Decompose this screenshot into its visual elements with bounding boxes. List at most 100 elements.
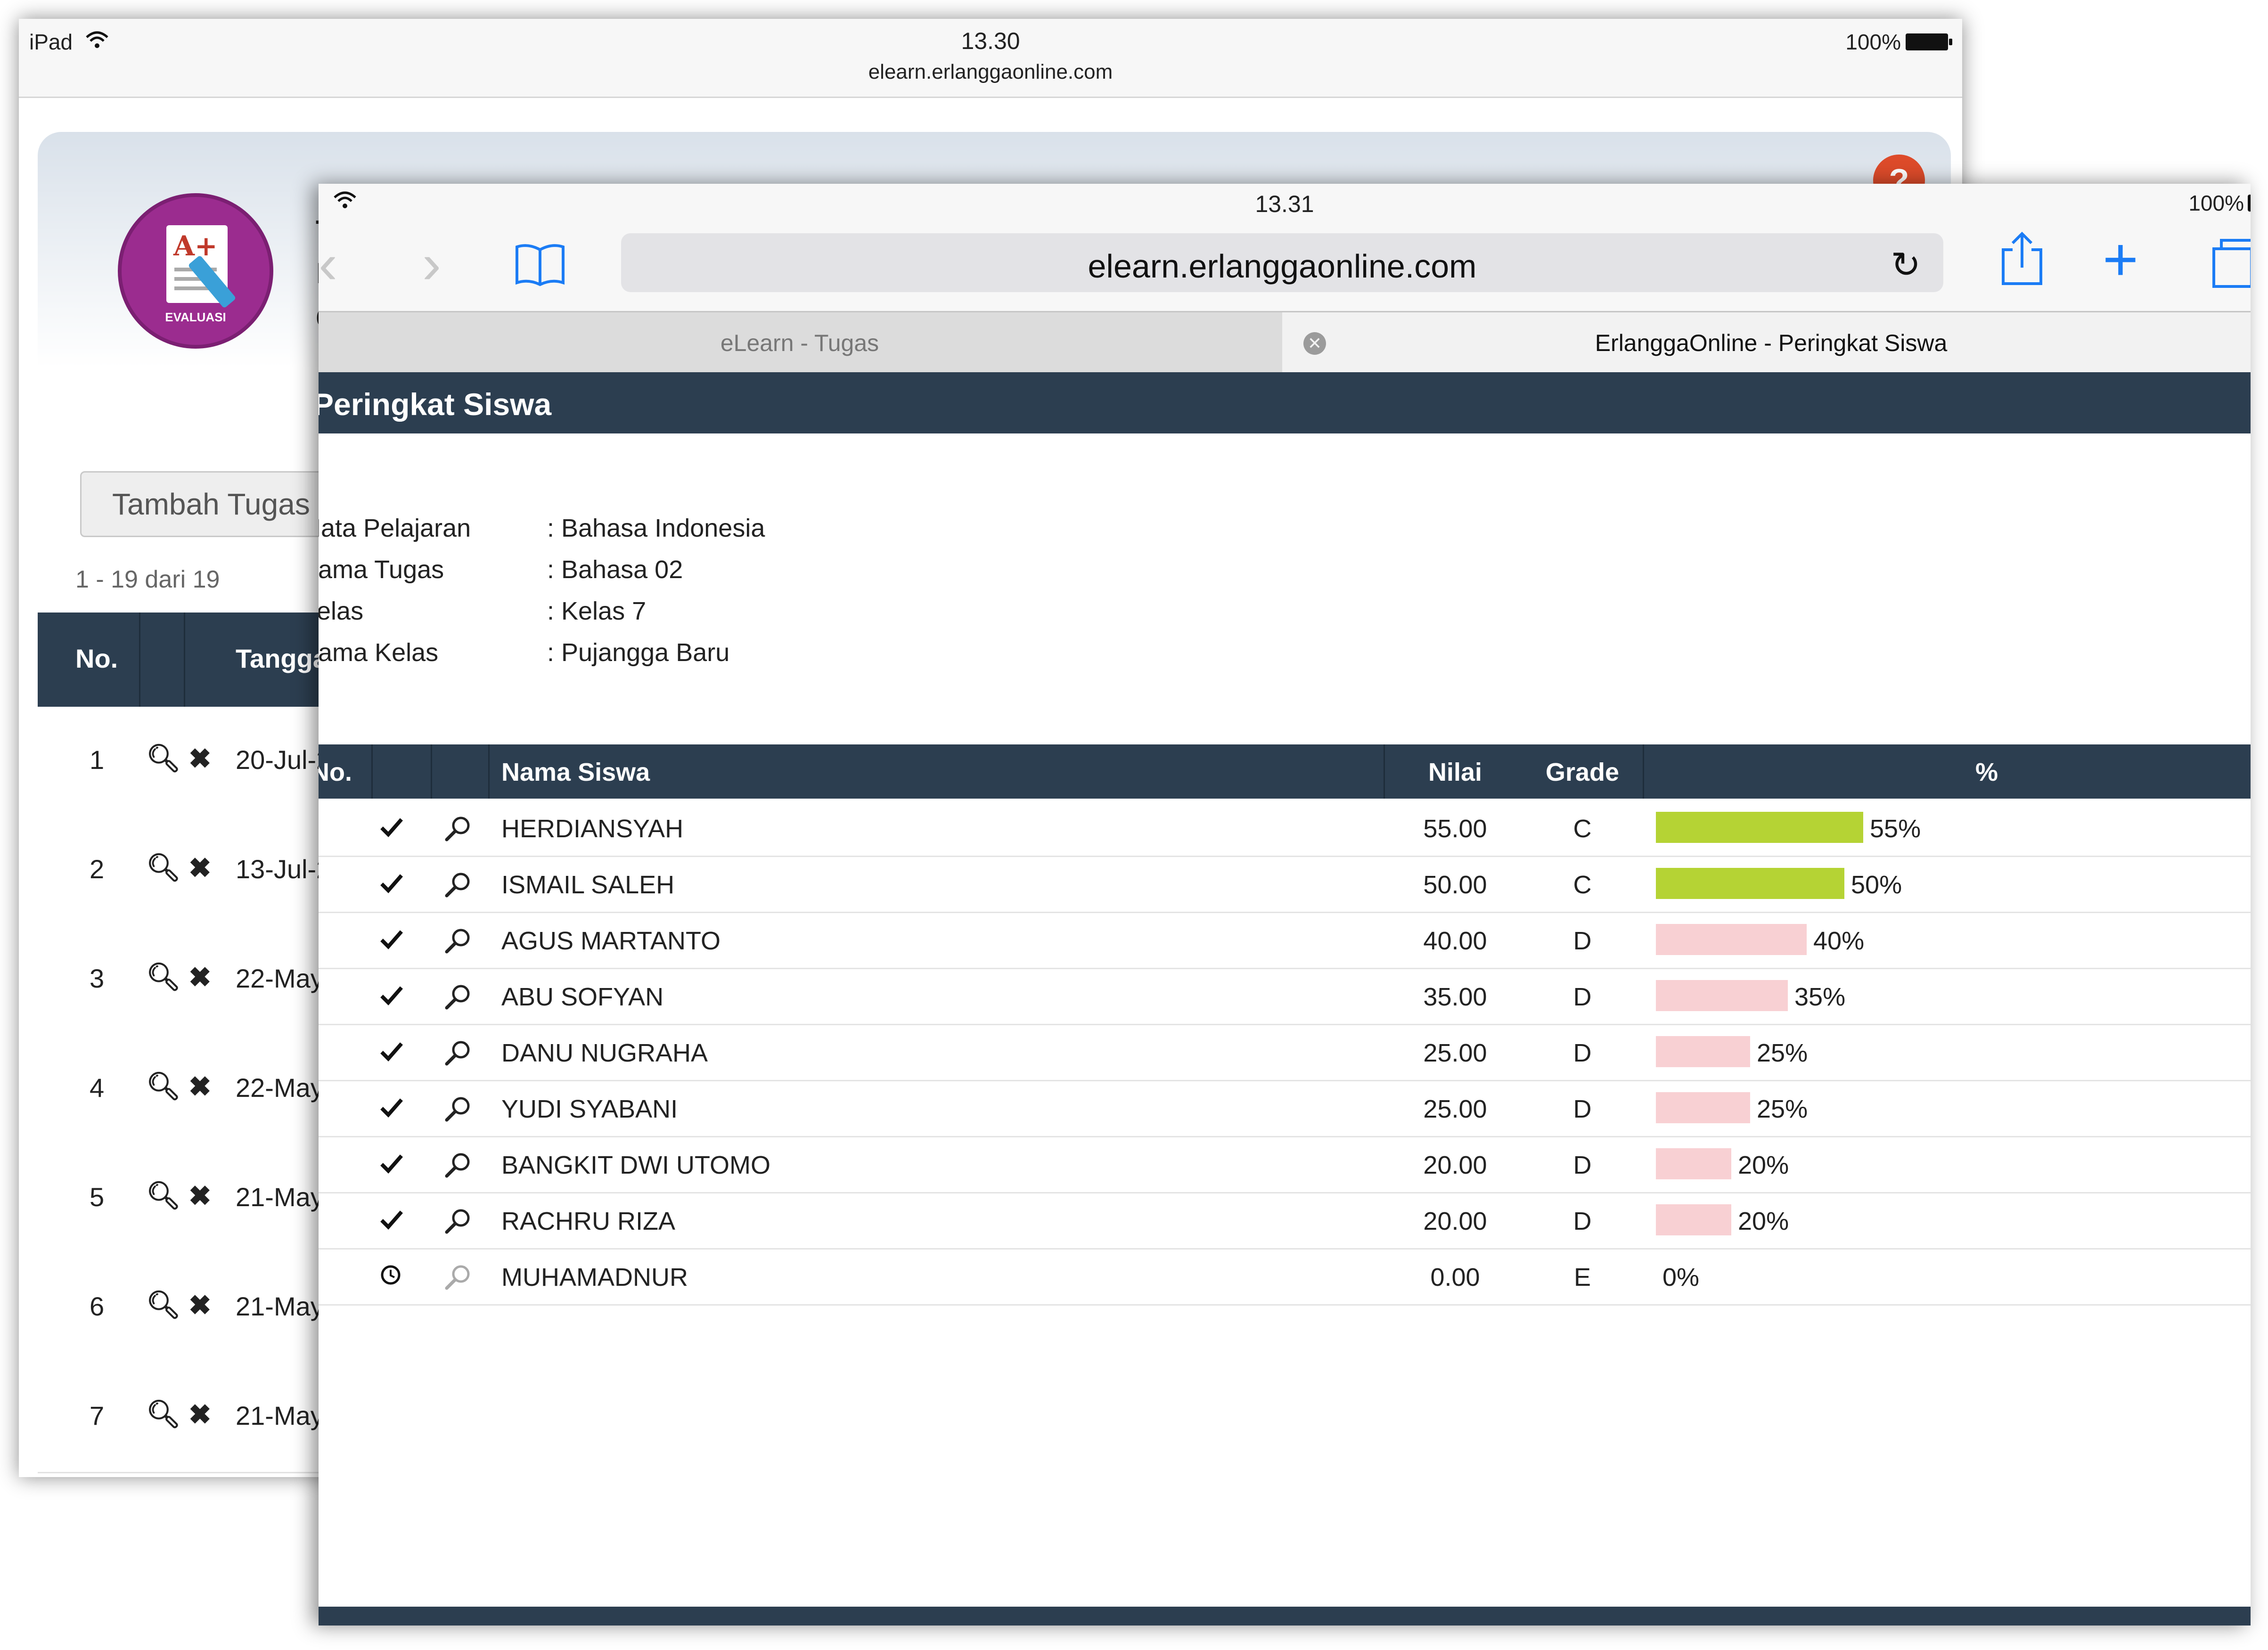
row-date: 20-Jul-2 (236, 745, 331, 775)
new-tab-icon[interactable]: + (2103, 225, 2138, 294)
check-icon (380, 814, 403, 843)
address-bar[interactable]: elearn.erlanggaonline.com ↻ (621, 233, 1943, 292)
info-value: : Kelas 7 (547, 597, 647, 625)
footer-bar (319, 1607, 2251, 1625)
divider (488, 744, 490, 799)
row-date: 22-May- (236, 1073, 333, 1103)
divider (431, 744, 432, 799)
battery-percent: 100% (2188, 191, 2244, 215)
battery-indicator: 100% (1845, 29, 1952, 55)
wifi-icon (85, 29, 109, 55)
add-task-button[interactable]: Tambah Tugas (80, 471, 363, 537)
row-number: 4 (90, 1073, 105, 1103)
student-grade: D (1573, 927, 1592, 955)
delete-icon[interactable]: ✖ (188, 1399, 212, 1430)
percent-label: 20% (1738, 1151, 1789, 1179)
tab-label: ErlanggaOnline - Peringkat Siswa (1595, 330, 1948, 356)
delete-icon[interactable]: ✖ (188, 743, 212, 774)
search-icon[interactable]: 🔍︎ (146, 1399, 181, 1429)
row-number: 2 (90, 854, 105, 884)
tabs-icon[interactable] (2211, 237, 2251, 291)
view-detail-icon[interactable] (443, 1207, 472, 1238)
row-date: 22-May- (236, 964, 333, 993)
view-detail-icon[interactable] (443, 870, 472, 902)
student-score: 20.00 (1423, 1207, 1487, 1235)
student-name: BANGKIT DWI UTOMO (501, 1151, 771, 1179)
battery-indicator: 100% (2188, 190, 2251, 216)
back-arrow-icon[interactable]: ‹ (319, 232, 337, 295)
search-icon[interactable]: 🔍︎ (146, 1180, 181, 1211)
check-icon (380, 870, 403, 899)
student-grade: D (1573, 1207, 1592, 1235)
battery-icon (2248, 195, 2251, 212)
student-name: ABU SOFYAN (501, 983, 664, 1011)
tab-peringkat-siswa[interactable]: ✕ ErlanggaOnline - Peringkat Siswa (1282, 312, 2251, 374)
row-number: 7 (90, 1401, 105, 1430)
delete-icon[interactable]: ✖ (188, 1181, 212, 1211)
device-label: iPad (29, 30, 73, 54)
bookmarks-icon[interactable] (514, 240, 566, 290)
view-detail-icon[interactable] (443, 1095, 472, 1126)
check-icon (380, 982, 403, 1012)
info-label: Kelas (319, 597, 364, 625)
col-tanggal: Tanggal (236, 644, 335, 673)
search-icon[interactable]: 🔍︎ (146, 1290, 181, 1320)
share-icon[interactable] (1998, 231, 2046, 290)
view-detail-icon[interactable] (443, 1151, 472, 1182)
percent-label: 25% (1757, 1095, 1808, 1123)
check-icon (380, 1095, 403, 1124)
student-grade: E (1573, 1263, 1591, 1291)
col-nilai: Nilai (1428, 758, 1482, 786)
view-detail-icon[interactable] (443, 1263, 472, 1294)
table-row: YUDI SYABANI 25.00 D 25% (319, 1080, 2251, 1137)
student-score: 25.00 (1423, 1039, 1487, 1067)
search-icon[interactable]: 🔍︎ (146, 852, 181, 883)
status-time: 13.31 (1255, 191, 1314, 217)
reload-icon[interactable]: ↻ (1891, 245, 1921, 285)
student-score: 25.00 (1423, 1095, 1487, 1123)
delete-icon[interactable]: ✖ (188, 1290, 212, 1321)
view-detail-icon[interactable] (443, 926, 472, 958)
logo-label: EVALUASI (165, 310, 226, 324)
page-header: Peringkat Siswa (319, 372, 2251, 433)
col-nama-siswa: Nama Siswa (501, 758, 650, 786)
percent-bar (1656, 868, 1844, 899)
percent-bar (1656, 924, 1807, 955)
table-row: AGUS MARTANTO 40.00 D 40% (319, 912, 2251, 969)
percent-label: 35% (1794, 983, 1846, 1011)
view-detail-icon[interactable] (443, 1038, 472, 1070)
student-score: 50.00 (1423, 871, 1487, 899)
table-row: ISMAIL SALEH 50.00 C 50% (319, 856, 2251, 913)
back-status-bar: iPad 13.30 elearn.erlanggaonline.com 100… (19, 19, 1962, 98)
view-detail-icon[interactable] (443, 814, 472, 846)
delete-icon[interactable]: ✖ (188, 853, 212, 883)
grade-a-plus-icon: A+ (173, 230, 218, 262)
tab-bar: eLearn - Tugas ✕ ErlanggaOnline - Pering… (319, 311, 2251, 374)
info-value: : Pujangga Baru (547, 638, 730, 667)
close-icon[interactable]: ✕ (1303, 332, 1326, 355)
student-name: RACHRU RIZA (501, 1207, 676, 1235)
student-grade: D (1573, 1039, 1592, 1067)
view-detail-icon[interactable] (443, 982, 472, 1014)
student-name: HERDIANSYAH (501, 815, 684, 843)
delete-icon[interactable]: ✖ (188, 962, 212, 993)
info-label: Nama Kelas (319, 638, 439, 667)
search-icon[interactable]: 🔍︎ (146, 743, 181, 774)
status-url: elearn.erlanggaonline.com (868, 60, 1113, 83)
table-row: ABU SOFYAN 35.00 D 35% (319, 968, 2251, 1025)
col-grade: Grade (1545, 758, 1620, 786)
search-icon[interactable]: 🔍︎ (146, 962, 181, 992)
divider (1384, 744, 1385, 799)
search-icon[interactable]: 🔍︎ (146, 1071, 181, 1102)
tab-elearn-tugas[interactable]: eLearn - Tugas (720, 330, 879, 356)
row-number: 5 (90, 1182, 105, 1212)
divider (371, 744, 373, 799)
percent-bar (1656, 1204, 1731, 1235)
divider (139, 613, 140, 707)
forward-arrow-icon[interactable]: › (422, 232, 441, 295)
delete-icon[interactable]: ✖ (188, 1071, 212, 1102)
front-window: 13.31 100% ‹ › elearn.erlanggaonline.com… (319, 184, 2251, 1625)
check-icon (380, 1151, 403, 1180)
info-value: : Bahasa 02 (547, 555, 683, 584)
percent-bar (1656, 812, 1863, 843)
